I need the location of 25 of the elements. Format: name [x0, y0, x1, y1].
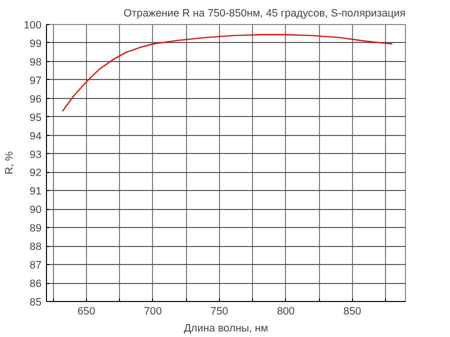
- x-tick-label: 800: [276, 306, 295, 318]
- y-tick-label: 85: [30, 296, 42, 308]
- y-tick-label: 94: [30, 130, 42, 142]
- y-axis-title: R, %: [4, 150, 16, 175]
- y-tick-label: 90: [30, 204, 42, 216]
- line-series: [62, 34, 393, 112]
- y-tick-label: 86: [30, 278, 42, 290]
- y-tick-label: 88: [30, 241, 42, 254]
- x-tick-label: 700: [144, 306, 162, 318]
- y-tick-label: 95: [30, 112, 42, 124]
- y-tick-label: 92: [30, 167, 42, 180]
- y-tick-label: 96: [30, 93, 42, 106]
- chart-title: Отражение R на 750-850нм, 45 градусов, S-поляризация: [123, 8, 406, 20]
- y-tick-label: 91: [30, 186, 42, 198]
- y-tick-label: 89: [30, 222, 42, 235]
- x-tick-label: 650: [78, 306, 96, 318]
- y-tick-label: 97: [30, 74, 42, 87]
- y-tick-label: 98: [30, 56, 42, 68]
- y-tick-label: 87: [30, 260, 42, 272]
- x-axis-title: Длина волны, нм: [184, 322, 268, 334]
- y-tick-label: 93: [30, 148, 42, 161]
- y-tick-label: 99: [30, 38, 42, 50]
- x-tick-label: 750: [210, 306, 228, 318]
- x-tick-label: 850: [343, 306, 362, 318]
- y-tick-label: 100: [24, 20, 42, 32]
